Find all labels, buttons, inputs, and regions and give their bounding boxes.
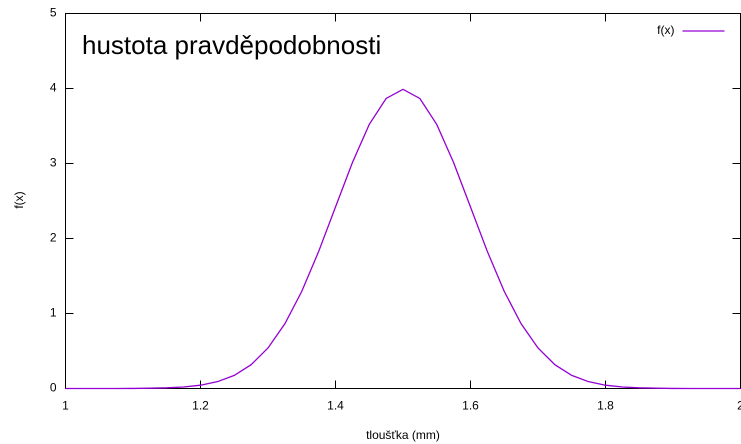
- x-tick-label: 1.6: [462, 399, 479, 413]
- x-tick-label: 1.2: [192, 399, 209, 413]
- y-tick-label: 5: [50, 6, 57, 20]
- legend-label: f(x): [657, 23, 674, 37]
- y-tick-label: 4: [50, 81, 57, 95]
- x-tick-label: 1.8: [597, 399, 614, 413]
- x-axis-label: tloušťka (mm): [366, 428, 440, 442]
- y-tick-label: 3: [50, 156, 57, 170]
- y-axis-label: f(x): [12, 191, 26, 208]
- x-tick-label: 1: [62, 399, 69, 413]
- annotation: hustota pravděpodobnosti: [82, 30, 381, 60]
- plot-frame: [65, 13, 741, 389]
- y-tick-label: 0: [50, 381, 57, 395]
- y-tick-label: 1: [50, 306, 57, 320]
- x-tick-label: 2: [737, 399, 741, 413]
- x-tick-label: 1.4: [327, 399, 344, 413]
- y-tick-label: 2: [50, 231, 57, 245]
- line: [65, 88, 741, 390]
